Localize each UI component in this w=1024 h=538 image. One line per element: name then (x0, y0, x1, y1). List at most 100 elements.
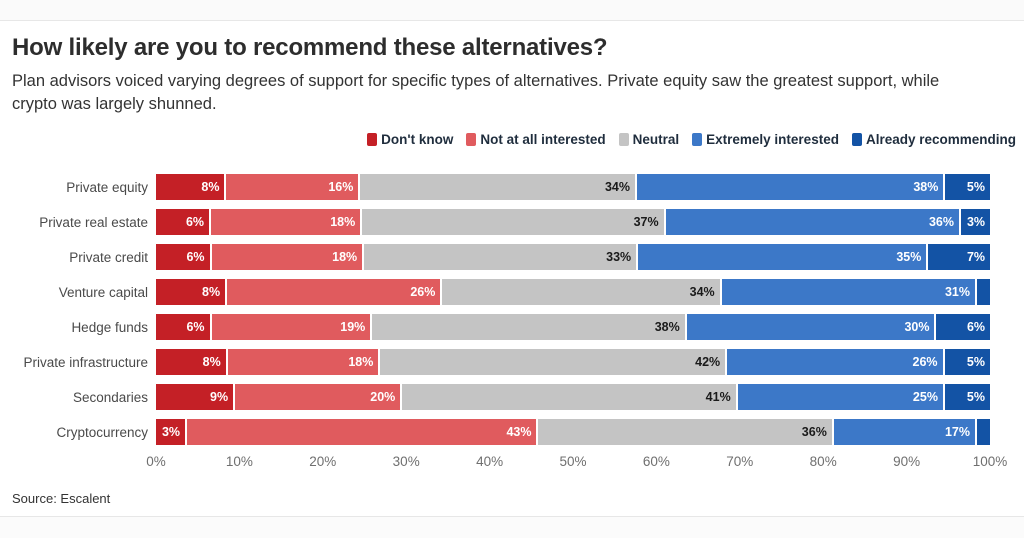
bar: 6% 18% 37% 36% 3% (156, 209, 991, 235)
bar: 6% 18% 33% 35% 7% (156, 244, 991, 270)
segment-label: 19% (340, 320, 366, 334)
bar-segment: 36% (665, 209, 959, 235)
bar-segment: 8% (156, 174, 225, 200)
x-axis-tick: 40% (476, 454, 504, 469)
segment-label: 33% (606, 250, 632, 264)
bar-segment (977, 419, 991, 445)
bar-segment: 18% (227, 349, 379, 375)
x-axis-tick: 80% (809, 454, 837, 469)
segment-label: 6% (185, 215, 205, 229)
bar-segment: 7% (928, 244, 991, 270)
segment-label: 20% (370, 390, 396, 404)
x-axis-tick: 90% (893, 454, 921, 469)
legend-swatch-icon (466, 133, 477, 146)
bar-segment: 26% (727, 349, 943, 375)
legend-swatch-icon (367, 133, 378, 146)
category-label: Venture capital (58, 284, 148, 300)
chart-row: Secondaries 9% 20% 41% 25% 5% (0, 384, 1024, 410)
segment-label: 8% (201, 180, 220, 194)
bar: 8% 26% 34% 31% (156, 279, 991, 305)
legend-item: Neutral (618, 132, 680, 147)
segment-label: 18% (348, 355, 374, 369)
segment-label: 6% (186, 320, 205, 334)
segment-label: 35% (896, 250, 922, 264)
page-title: How likely are you to recommend these al… (12, 34, 608, 61)
category-label: Cryptocurrency (56, 424, 148, 440)
segment-label: 36% (801, 425, 827, 439)
bar-segment: 26% (227, 279, 441, 305)
legend-item: Already recommending (851, 132, 1016, 147)
x-axis-tick: 0% (146, 454, 166, 469)
segment-label: 3% (966, 215, 986, 229)
segment-label: 38% (654, 320, 680, 334)
legend-item: Don't know (367, 132, 453, 147)
x-axis-tick: 20% (309, 454, 337, 469)
chart-legend: Don't know Not at all interested Neutral Ex… (0, 132, 1024, 147)
legend-label: Not at all interested (480, 132, 606, 147)
bar-segment: 3% (156, 419, 186, 445)
segment-label: 18% (330, 215, 356, 229)
legend-swatch-icon (692, 133, 703, 146)
segment-label: 3% (161, 425, 181, 439)
bar-segment: 19% (211, 314, 371, 340)
bar: 3% 43% 36% 17% (156, 419, 991, 445)
x-axis-tick: 50% (559, 454, 587, 469)
segment-label: 6% (186, 250, 205, 264)
category-label: Private equity (66, 179, 148, 195)
bar-segment: 8% (156, 279, 226, 305)
segment-label: 7% (966, 250, 986, 264)
bar-segment: 8% (156, 349, 226, 375)
segment-label: 8% (202, 355, 221, 369)
bar: 6% 19% 38% 30% 6% (156, 314, 991, 340)
category-label: Private infrastructure (23, 354, 148, 370)
segment-label: 42% (695, 355, 721, 369)
x-axis-tick: 10% (225, 454, 253, 469)
segment-label: 26% (410, 285, 436, 299)
bar-segment: 5% (944, 384, 990, 410)
segment-label: 30% (904, 320, 930, 334)
segment-label: 34% (604, 180, 630, 194)
bar-segment: 41% (402, 384, 736, 410)
legend-item: Not at all interested (466, 132, 606, 147)
bar-segment: 5% (944, 349, 990, 375)
legend-label: Neutral (632, 132, 680, 147)
bar-segment: 31% (721, 279, 975, 305)
segment-label: 16% (328, 180, 354, 194)
bar-segment: 16% (226, 174, 359, 200)
bar-segment: 33% (364, 244, 637, 270)
category-label: Private credit (69, 249, 148, 265)
bottom-strip (0, 516, 1024, 538)
segment-label: 31% (944, 285, 970, 299)
category-label: Hedge funds (71, 319, 148, 335)
category-label: Secondaries (72, 389, 148, 405)
bar-segment: 30% (686, 314, 935, 340)
bar: 8% 18% 42% 26% 5% (156, 349, 990, 375)
segment-label: 37% (633, 215, 659, 229)
legend-item: Extremely interested (692, 132, 839, 147)
chart-row: Hedge funds 6% 19% 38% 30% 6% (0, 314, 1024, 340)
segment-label: 34% (689, 285, 715, 299)
bar-segment: 9% (156, 384, 234, 410)
segment-label: 9% (210, 390, 229, 404)
chart-row: Private real estate 6% 18% 37% 36% 3% (0, 209, 1024, 235)
category-label: Private real estate (39, 214, 148, 230)
segment-label: 17% (944, 425, 970, 439)
segment-label: 18% (332, 250, 358, 264)
bar-segment: 6% (936, 314, 991, 340)
segment-label: 43% (506, 425, 532, 439)
bar-segment: 6% (156, 314, 210, 340)
legend-swatch-icon (618, 133, 629, 146)
page-subtitle: Plan advisors voiced varying degrees of … (12, 72, 940, 113)
bar-segment: 25% (737, 384, 943, 410)
stacked-bar-chart: Private equity 8% 16% 34% 38% 5% Private real … (0, 174, 1024, 445)
chart-row: Venture capital 8% 26% 34% 31% (0, 279, 1024, 305)
segment-label: 8% (202, 285, 221, 299)
bar-segment: 17% (833, 419, 975, 445)
segment-label: 41% (705, 390, 731, 404)
bar-segment: 38% (372, 314, 685, 340)
bar-segment: 35% (638, 244, 927, 270)
x-axis: 0% 10% 20% 30% 40% 50% 60% 70% 80% 90% 100% (146, 454, 1007, 471)
bar: 9% 20% 41% 25% 5% (156, 384, 990, 410)
legend-label: Already recommending (865, 132, 1016, 147)
segment-label: 5% (966, 390, 985, 404)
